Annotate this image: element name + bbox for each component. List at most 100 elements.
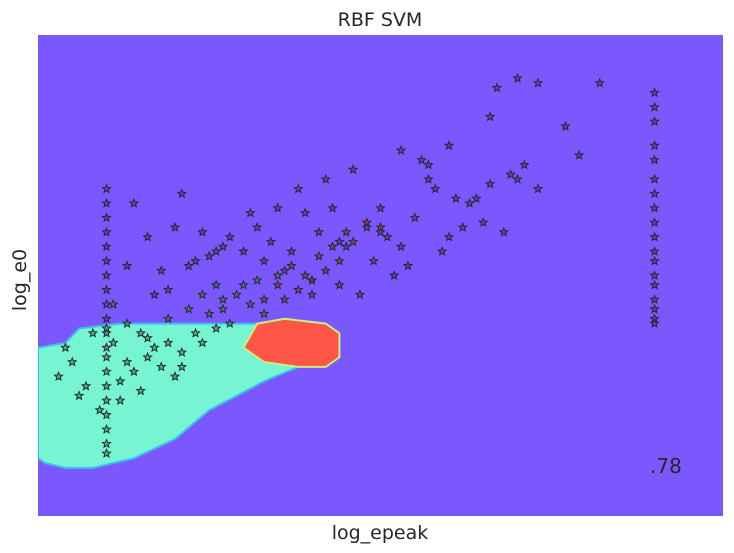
scatter-point-class-0	[224, 231, 236, 242]
scatter-point-class-0	[101, 342, 112, 353]
scatter-point-class-0	[649, 101, 660, 112]
scatter-point-class-2	[293, 284, 304, 295]
scatter-point-class-0	[272, 202, 283, 213]
scatter-point-class-1	[251, 274, 263, 285]
scatter-point-class-1	[94, 404, 105, 415]
scatter-point-class-2	[258, 294, 270, 305]
scatter-point-class-0	[183, 260, 194, 271]
scatter-point-class-0	[258, 255, 270, 266]
scatter-point-class-0	[265, 236, 277, 247]
scatter-point-class-0	[649, 202, 660, 213]
scatter-point-class-0	[395, 241, 407, 252]
scatter-point-class-1	[101, 366, 112, 377]
scatter-point-class-0	[347, 164, 359, 175]
scatter-point-class-1	[121, 356, 133, 367]
scatter-point-class-0	[375, 202, 386, 213]
scatter-point-class-0	[532, 77, 544, 88]
scatter-point-class-0	[327, 202, 338, 213]
scatter-point-class-1	[210, 279, 222, 290]
scatter-point-class-0	[121, 260, 133, 271]
scatter-point-class-0	[498, 226, 510, 237]
scatter-point-class-1	[101, 447, 112, 458]
scatter-point-class-1	[224, 318, 236, 329]
scatter-point-class-0	[478, 217, 489, 228]
scatter-point-class-0	[560, 120, 571, 131]
scatter-point-class-0	[341, 241, 352, 252]
scatter-point-class-0	[334, 236, 345, 247]
scatter-point-class-0	[443, 140, 455, 151]
scatter-point-class-0	[101, 313, 112, 324]
scatter-point-class-0	[238, 245, 249, 256]
scatter-point-class-2	[306, 274, 318, 285]
scatter-point-class-1	[108, 337, 119, 348]
scatter-point-class-0	[245, 207, 256, 218]
scatter-point-class-1	[114, 375, 126, 386]
scatter-point-class-1	[101, 322, 112, 333]
scatter-point-class-0	[505, 168, 516, 179]
scatter-point-class-0	[573, 149, 585, 160]
scatter-point-class-0	[299, 207, 311, 218]
scatter-point-class-0	[519, 159, 530, 170]
scatter-point-class-0	[190, 255, 201, 266]
scatter-point-class-0	[594, 77, 605, 88]
scatter-point-class-1	[60, 342, 71, 353]
scatter-point-class-0	[649, 231, 660, 242]
scatter-point-class-0	[162, 284, 174, 295]
scatter-point-class-0	[443, 231, 455, 242]
scatter-point-class-1	[190, 327, 201, 338]
scatter-point-class-0	[649, 245, 660, 256]
scatter-point-class-0	[306, 289, 318, 300]
scatter-point-class-2	[334, 255, 345, 266]
scatter-point-class-1	[114, 395, 126, 406]
scatter-point-class-1	[128, 366, 140, 377]
scatter-point-class-0	[101, 269, 112, 280]
scatter-point-class-2	[299, 269, 311, 280]
scatter-point-class-0	[286, 245, 297, 256]
scatter-point-class-0	[101, 212, 112, 223]
scatter-point-class-0	[101, 226, 112, 237]
scatter-point-class-1	[231, 289, 242, 300]
scatter-point-class-0	[512, 72, 523, 83]
scatter-point-class-0	[101, 255, 112, 266]
scatter-point-class-0	[512, 173, 523, 184]
scatter-point-class-0	[649, 318, 660, 329]
scatter-point-class-0	[402, 260, 414, 271]
scatter-point-class-1	[135, 385, 146, 396]
scatter-point-class-1	[183, 303, 194, 314]
scatter-point-class-0	[210, 245, 222, 256]
scatter-point-class-1	[197, 289, 208, 300]
scatter-point-class-0	[169, 221, 181, 232]
scatter-point-class-1	[217, 303, 229, 314]
scatter-point-class-0	[279, 265, 290, 276]
scatter-point-class-0	[313, 226, 325, 237]
scatter-point-class-0	[649, 279, 660, 290]
scatter-point-class-0	[416, 154, 427, 165]
scatter-point-class-2	[375, 221, 386, 232]
scatter-point-class-0	[334, 279, 345, 290]
scatter-point-class-1	[176, 346, 188, 357]
scatter-point-class-1	[101, 423, 112, 434]
scatter-point-class-0	[382, 231, 393, 242]
scatter-point-class-2	[272, 279, 283, 290]
scatter-point-class-1	[210, 322, 222, 333]
scatter-point-class-0	[649, 188, 660, 199]
scatter-point-class-2	[341, 226, 352, 237]
scatter-point-class-0	[423, 159, 434, 170]
scatter-point-class-0	[649, 255, 660, 266]
scatter-point-class-0	[101, 284, 112, 295]
scatter-point-class-1	[101, 395, 112, 406]
scatter-point-class-1	[101, 438, 112, 449]
scatter-point-class-0	[649, 116, 660, 127]
scatter-point-class-1	[101, 380, 112, 391]
scatter-point-class-0	[423, 173, 434, 184]
scatter-point-class-1	[162, 337, 174, 348]
scatter-point-class-0	[101, 327, 112, 338]
scatter-point-class-1	[135, 327, 146, 338]
scatter-point-class-2	[279, 294, 290, 305]
scatter-point-class-0	[128, 197, 140, 208]
scatter-point-class-0	[149, 289, 160, 300]
scatter-point-class-1	[217, 294, 229, 305]
scatter-point-class-2	[313, 250, 325, 261]
scatter-point-class-0	[101, 183, 112, 194]
